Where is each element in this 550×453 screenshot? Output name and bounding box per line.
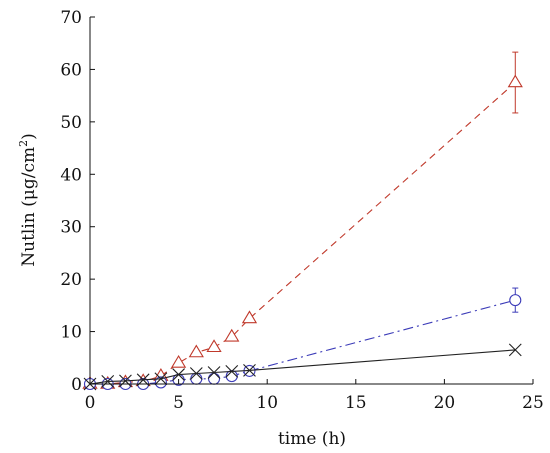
x-axis-label: time (h) — [278, 429, 346, 449]
x-tick-label: 5 — [173, 393, 184, 413]
y-tick-label: 50 — [60, 113, 82, 133]
y-axis-label-sup: 2 — [17, 140, 30, 147]
series-triangle — [82, 51, 523, 389]
y-tick-label: 20 — [60, 270, 82, 290]
y-tick-label: 60 — [60, 60, 82, 80]
data-point — [206, 339, 222, 353]
x-tick-label: 20 — [434, 393, 456, 413]
x-tick-label: 15 — [345, 393, 367, 413]
data-point — [224, 328, 240, 342]
plot-area — [82, 51, 523, 391]
y-axis-label-main: Nutlin (μg/cm — [19, 147, 39, 267]
y-axis-label-close: ) — [19, 133, 39, 140]
series-line — [90, 299, 516, 385]
y-axis: 0 10 20 30 40 50 60 70 — [60, 8, 95, 395]
data-point — [154, 372, 168, 386]
y-tick-label: 30 — [60, 218, 82, 238]
data-point — [241, 310, 258, 324]
series-line — [89, 349, 516, 385]
x-tick-label: 10 — [256, 393, 278, 413]
data-point — [190, 372, 203, 385]
y-axis-label: Nutlin (μg/cm2) — [17, 133, 39, 266]
data-point — [189, 367, 203, 380]
data-point — [188, 344, 204, 358]
x-tick-label: 25 — [522, 393, 544, 413]
data-point — [207, 366, 221, 379]
data-point — [119, 374, 132, 388]
data-point — [509, 294, 522, 307]
series-circle — [83, 287, 522, 391]
data-point — [207, 372, 221, 385]
data-point — [154, 376, 167, 389]
y-tick-label: 70 — [60, 8, 82, 28]
data-point — [225, 370, 238, 383]
data-point — [170, 354, 187, 368]
data-point — [507, 74, 523, 88]
data-point — [243, 363, 256, 377]
y-tick-label: 40 — [60, 165, 82, 185]
x-tick-label: 0 — [85, 393, 96, 413]
y-tick-label: 0 — [71, 375, 82, 395]
data-point — [225, 365, 239, 378]
data-point — [101, 374, 115, 388]
data-point — [172, 368, 185, 381]
y-tick-label: 10 — [60, 323, 82, 343]
data-point — [508, 343, 522, 357]
series-line — [90, 82, 516, 385]
series-x — [83, 343, 522, 391]
x-axis: 0 5 10 15 20 25 — [85, 379, 544, 413]
